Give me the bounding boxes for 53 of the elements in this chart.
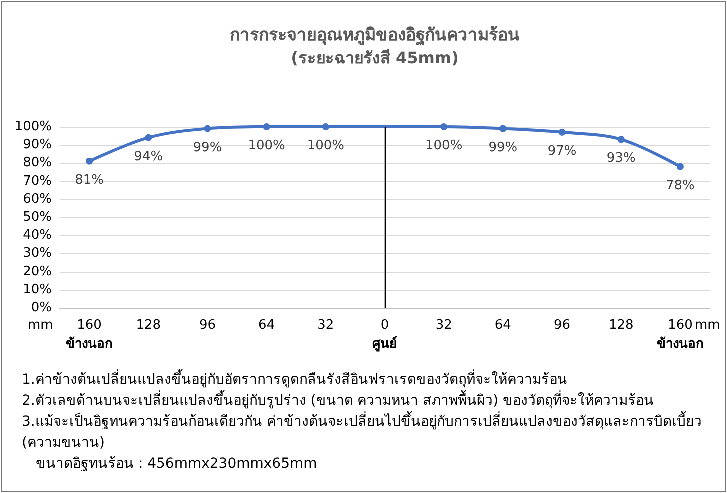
x-tick-label: 128 (608, 318, 634, 333)
point (558, 128, 566, 136)
x-tick-label: 160 (668, 318, 693, 333)
data-label: 93% (606, 151, 636, 166)
point (440, 124, 448, 130)
data-label: 100% (307, 138, 344, 154)
data-label: 100% (248, 138, 286, 154)
y-tick-label: 0% (31, 300, 52, 316)
x-tick-label: 160 (77, 318, 102, 333)
x-axis-title: mm (28, 318, 54, 333)
chart-title: การกระจายอุณหภูมิของอิฐกันความร้อน (230, 26, 520, 46)
x-tick-label: 96 (199, 318, 216, 333)
point (618, 136, 625, 144)
data-label: 99% (488, 140, 518, 156)
text: 3.แม้จะเป็นอิฐทนความร้อนก้อนเดียวกัน ค่าข้างต้นจะเปลี่ยนไปขึ้นอยู่กับการเปลี่ยนแปลงของวัสดุและการบิดเบี้ยว (ความขนาน) (22, 412, 702, 453)
x-tick-label: 128 (136, 318, 162, 333)
y-tick-label: 100% (14, 120, 52, 134)
point (500, 125, 507, 132)
x-tick-label: 96 (554, 318, 571, 333)
data-label: 97% (548, 144, 577, 159)
y-tick-label: 10% (23, 282, 52, 298)
y-tick-label: 80% (23, 156, 52, 171)
point (263, 124, 270, 130)
point (86, 158, 94, 165)
point (322, 124, 330, 130)
x-tick-label: 64 (258, 318, 276, 333)
chart-subtitle: (ระยะฉายรังสี 45mm) (291, 48, 459, 68)
y-tick-label: 30% (23, 246, 52, 262)
y-tick-label: 60% (23, 192, 52, 207)
text: ข้างนอก (66, 336, 114, 352)
text: ข้างนอก (656, 336, 704, 352)
point (676, 163, 684, 170)
x-tick-label: 32 (318, 318, 334, 333)
text: ขนาดอิฐทนร้อน : 456mmx230mmx65mm (35, 455, 318, 474)
data-label: 81% (75, 172, 104, 188)
x-tick-label: 32 (436, 318, 452, 333)
text: 2.ตัวเลขด้านบนจะเปลี่ยนแปลงขึ้นอยู่กับรูปร่าง (ขนาด ความหนา สภาพพื้นผิว) ของวัตถุที่จะให้ความร้อน (22, 391, 656, 411)
text: ศูนย์ (372, 336, 398, 352)
data-label: 94% (134, 149, 164, 164)
data-label: 99% (193, 140, 222, 156)
x-tick-label: 64 (494, 318, 512, 333)
y-tick-label: 20% (23, 264, 52, 280)
point (204, 125, 212, 132)
data-label: 78% (666, 178, 695, 194)
data-label: 100% (426, 138, 463, 154)
point (145, 134, 152, 142)
y-tick-label: 90% (23, 138, 52, 153)
x-tick-label: 0 (380, 318, 390, 333)
y-tick-label: 70% (23, 174, 52, 189)
y-tick-label: 50% (23, 210, 52, 225)
y-tick-label: 40% (23, 228, 52, 244)
text: 1.ค่าข้างต้นเปลี่ยนแปลงขึ้นอยู่กับอัตราการดูดกลืนรังสีอินฟราเรดของวัตถุที่จะให้ความร้อน (22, 370, 568, 390)
text: mm (695, 318, 720, 333)
